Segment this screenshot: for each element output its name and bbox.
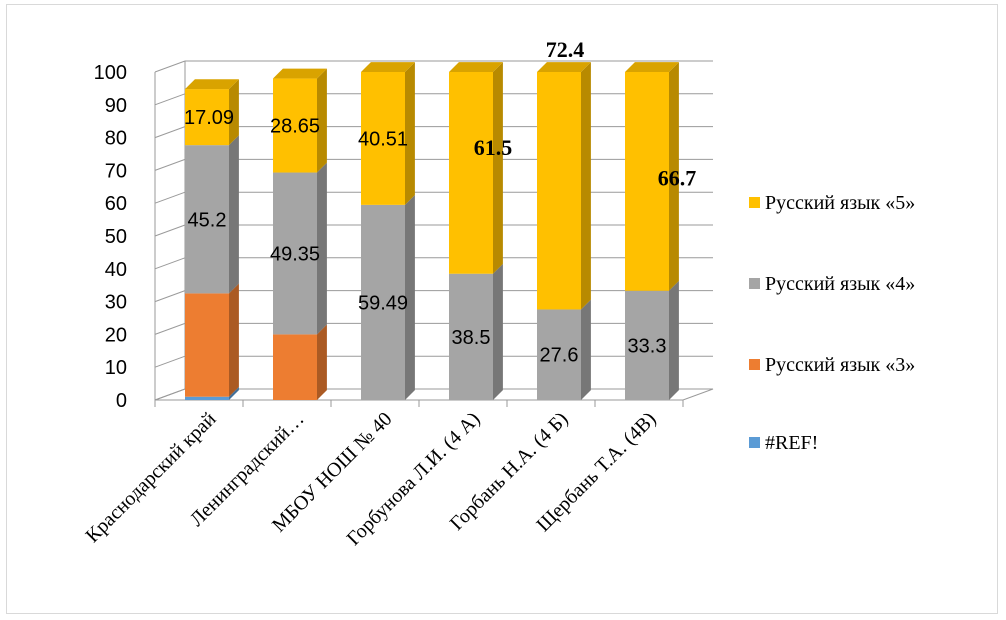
y-tick-label: 100: [94, 62, 127, 84]
legend-swatch: [749, 197, 760, 208]
legend-swatch: [749, 278, 760, 289]
data-label: 33.3: [628, 335, 667, 357]
bar-2-2: [273, 334, 317, 400]
side-wall-gridline: [154, 224, 186, 237]
data-label: 27.6: [540, 345, 579, 367]
bar-side-3-1: [229, 135, 239, 294]
data-label: 17.09: [184, 107, 234, 129]
bar-2-1: [185, 293, 229, 397]
bar-top-4-1: [185, 79, 239, 90]
data-label: 66.7: [658, 165, 697, 190]
bar-side-3-5: [581, 299, 591, 400]
bar-4-3: [361, 72, 405, 205]
bar-4-5: [537, 72, 581, 310]
legend-swatch: [749, 437, 760, 448]
side-wall-gridline: [154, 126, 186, 139]
legend-swatch: [749, 359, 760, 370]
bar-top-4-4: [449, 62, 503, 72]
bar-side-2-2: [317, 324, 327, 400]
data-label: 61.5: [474, 135, 513, 160]
bar-1-1: [185, 396, 229, 400]
y-tick-label: 10: [105, 357, 127, 379]
bar-side-4-4: [493, 62, 503, 274]
bar-side-3-4: [493, 263, 503, 400]
bar-3-4: [449, 273, 493, 400]
bar-3-6: [625, 290, 669, 400]
bar-4-1: [185, 89, 229, 146]
side-wall-gridline: [154, 257, 186, 270]
data-label: 49.35: [270, 243, 320, 265]
side-wall-gridline: [154, 93, 186, 106]
legend-label: #REF!: [765, 432, 818, 454]
data-label: 45.2: [188, 209, 227, 231]
y-tick-label: 20: [105, 324, 127, 346]
bar-top-4-2: [273, 68, 327, 79]
bar-4-4: [449, 72, 493, 274]
bar-side-3-6: [669, 280, 679, 400]
bar-side-3-2: [317, 162, 327, 335]
side-wall-gridline: [154, 290, 186, 303]
y-tick-label: 0: [116, 390, 127, 412]
bar-top-4-6: [625, 62, 679, 72]
bar-side-4-6: [669, 62, 679, 291]
y-tick-label: 60: [105, 193, 127, 215]
bar-side-2-1: [229, 283, 239, 397]
side-wall-gridline: [154, 158, 186, 171]
side-wall-gridline: [154, 355, 186, 368]
bar-3-3: [361, 204, 405, 400]
bar-3-5: [537, 309, 581, 400]
bar-side-4-2: [317, 68, 327, 173]
y-tick-label: 80: [105, 128, 127, 150]
data-label: 59.49: [358, 292, 408, 314]
y-tick-label: 70: [105, 160, 127, 182]
data-label: 38.5: [452, 327, 491, 349]
y-tick-label: 90: [105, 95, 127, 117]
y-tick-label: 50: [105, 226, 127, 248]
bar-top-4-3: [361, 62, 415, 72]
side-wall-gridline: [154, 60, 186, 73]
y-tick-label: 30: [105, 292, 127, 314]
data-label: 72.4: [546, 37, 585, 62]
y-tick-label: 40: [105, 259, 127, 281]
side-wall-gridline: [154, 191, 186, 204]
data-label: 28.65: [270, 116, 320, 138]
bar-top-4-5: [537, 62, 591, 72]
side-wall-gridline: [154, 322, 186, 335]
bar-4-2: [273, 78, 317, 173]
bar-3-1: [185, 145, 229, 294]
legend-label: Русский язык «3»: [765, 354, 915, 376]
data-label: 40.51: [358, 128, 408, 150]
legend-label: Русский язык «4»: [765, 273, 915, 295]
bar-side-3-3: [405, 194, 415, 400]
bar-side-4-5: [581, 62, 591, 310]
bar-side-4-3: [405, 62, 415, 205]
bar-4-6: [625, 72, 669, 291]
bar-3-2: [273, 172, 317, 335]
bar-side-1-1: [229, 386, 239, 400]
bar-side-4-1: [229, 79, 239, 146]
legend-label: Русский язык «5»: [765, 192, 915, 214]
